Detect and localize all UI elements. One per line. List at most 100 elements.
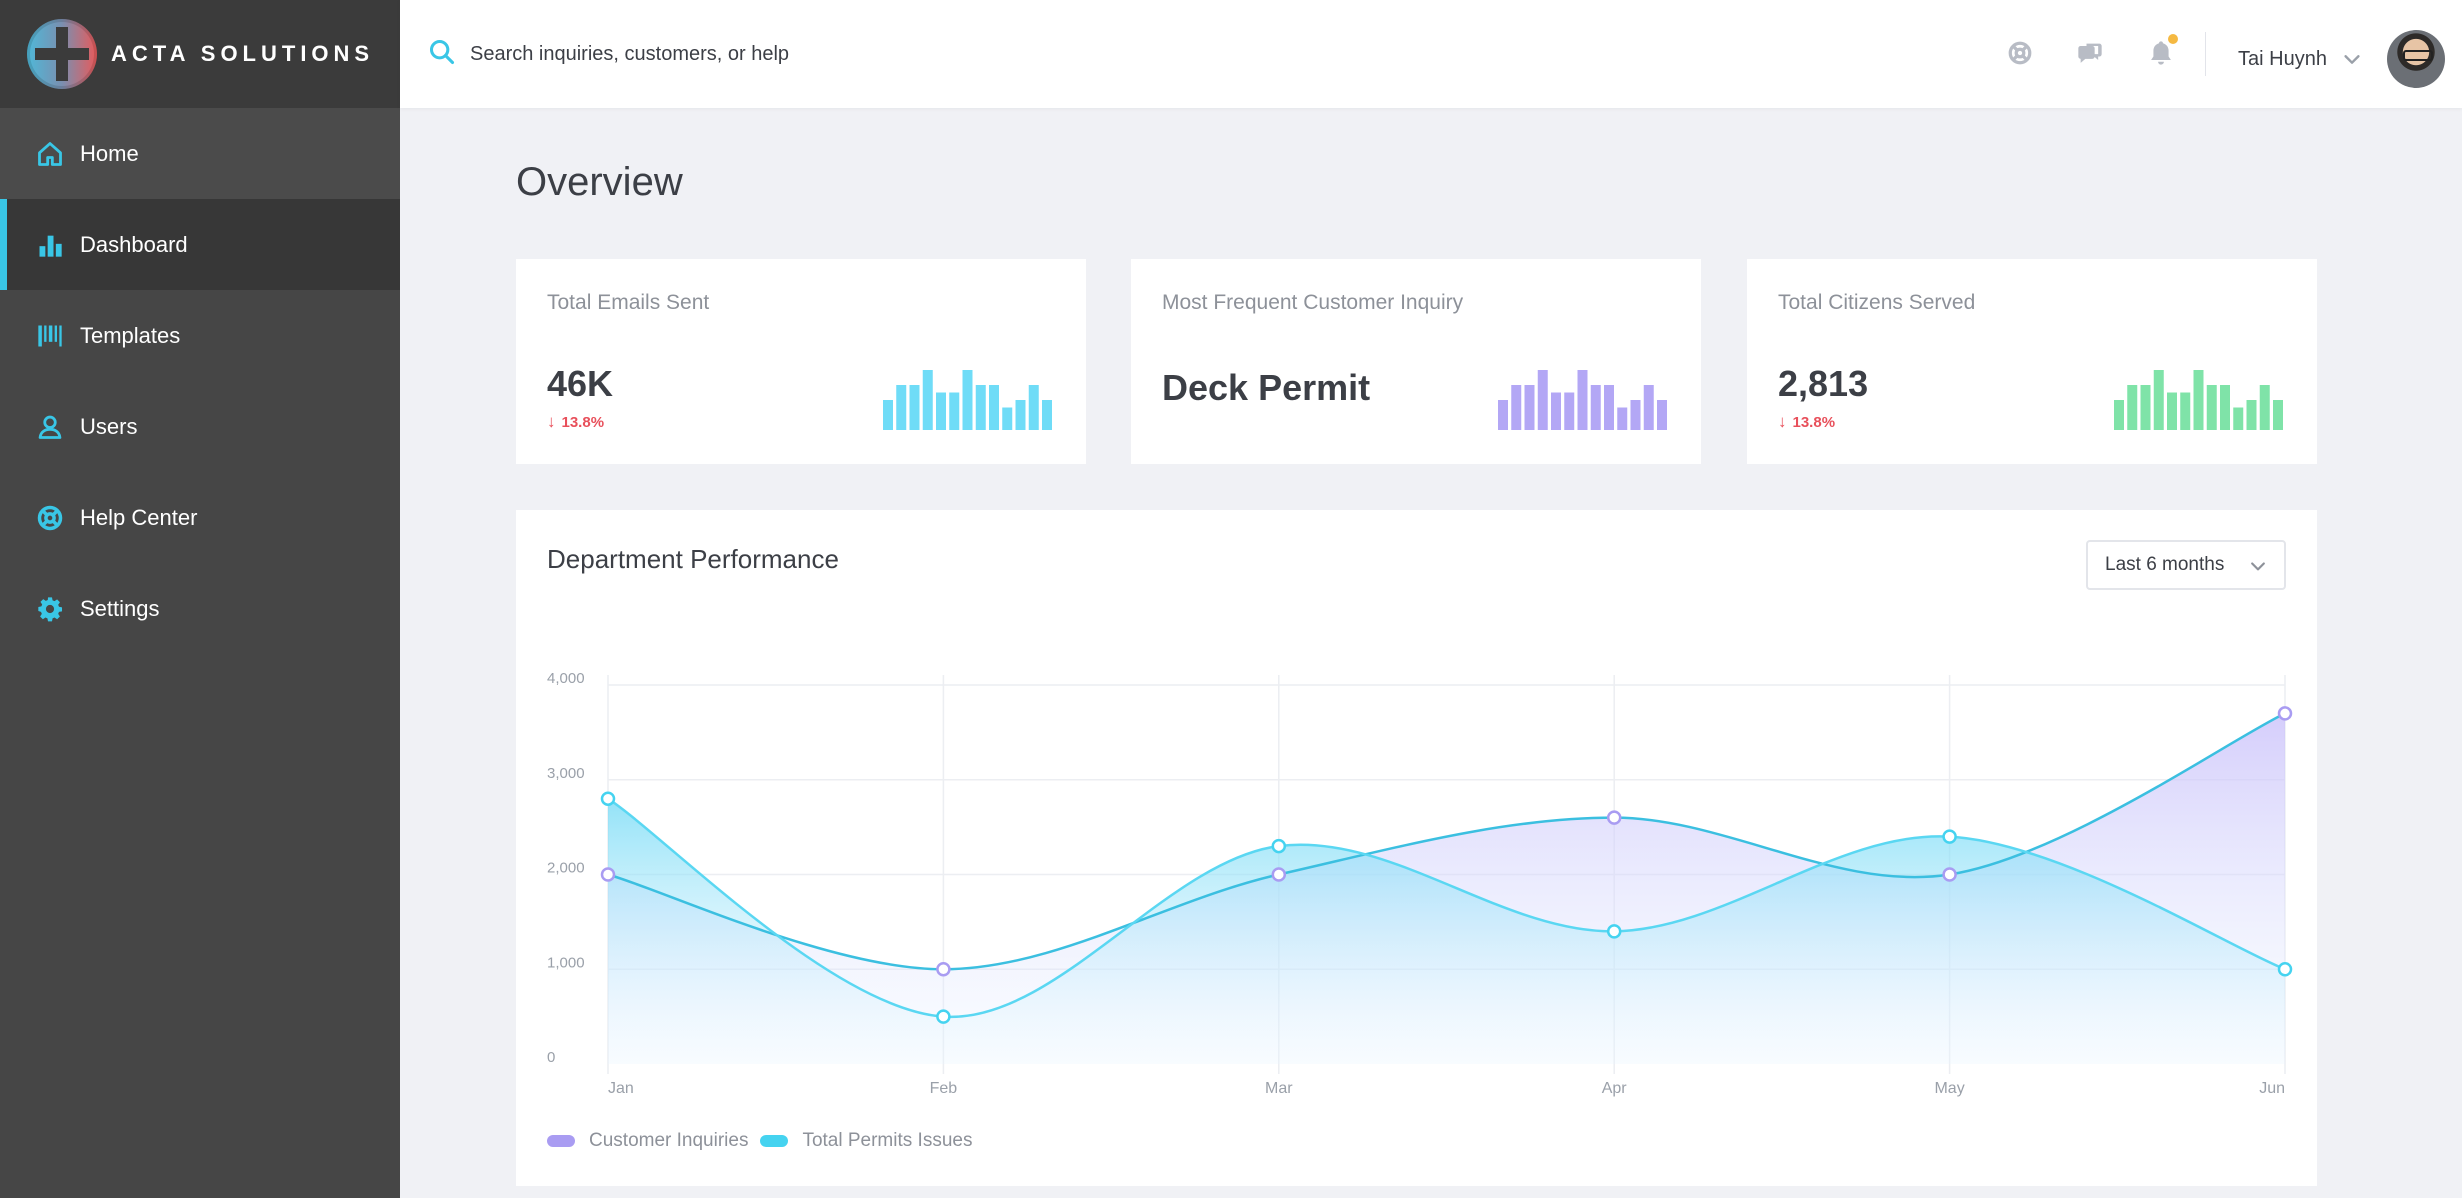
legend-item-customer-inquiries[interactable]: Customer Inquiries — [547, 1130, 748, 1152]
sparkline-bar — [1537, 370, 1548, 430]
sidebar-item-label: Dashboard — [80, 231, 188, 257]
avatar[interactable] — [2386, 30, 2445, 88]
brand-name: ACTA SOLUTIONS — [111, 41, 375, 66]
series-line-1 — [607, 712, 2286, 971]
data-point[interactable] — [1606, 924, 1622, 939]
sparkline-bar — [2246, 400, 2257, 430]
card-change: ↓ 13.8% — [1778, 412, 1835, 432]
sidebar-item-users[interactable]: Users — [0, 381, 400, 472]
legend-swatch — [760, 1135, 789, 1147]
sparkline-bar — [2114, 400, 2124, 430]
card-value: 46K — [547, 363, 614, 404]
data-point[interactable] — [1942, 829, 1957, 844]
sparkline-bar — [2167, 392, 2177, 430]
search-bar — [428, 38, 1170, 71]
sidebar-item-label: Templates — [80, 322, 181, 348]
data-point[interactable] — [1606, 810, 1622, 825]
sparkline-bar — [883, 400, 893, 430]
data-point[interactable] — [2277, 706, 2293, 721]
sparkline-bar — [1643, 385, 1654, 430]
y-tick-label: 3,000 — [547, 765, 585, 782]
data-point[interactable] — [1271, 867, 1287, 882]
data-point[interactable] — [1271, 838, 1287, 854]
sidebar-item-label: Users — [80, 413, 138, 439]
sparkline-bar — [2153, 370, 2164, 430]
sparkline-bar — [1498, 400, 1508, 430]
sidebar-item-settings[interactable]: Settings — [0, 563, 400, 654]
sparkline-chart — [2114, 370, 2283, 430]
sparkline-bar — [2220, 385, 2230, 430]
sparkline-bar — [2193, 370, 2204, 430]
sparkline-bar — [936, 392, 946, 430]
arrow-down-icon: ↓ — [1778, 412, 1787, 431]
date-range-select[interactable]: Last 6 months — [2086, 540, 2286, 590]
help-button[interactable] — [2005, 38, 2035, 68]
sparkline-bar — [1604, 385, 1614, 430]
sparkline-bar — [1657, 400, 1667, 430]
y-tick-label: 2,000 — [547, 860, 585, 877]
user-icon — [36, 413, 64, 441]
x-tick-label: Feb — [930, 1080, 958, 1097]
data-point[interactable] — [936, 962, 951, 977]
sparkline-bar — [1511, 385, 1522, 430]
user-name: Tai Huynh — [2238, 47, 2327, 70]
sidebar-item-label: Help Center — [80, 504, 198, 530]
chart-legend: Customer Inquiries Total Permits Issues — [547, 1130, 984, 1152]
card-label: Total Emails Sent — [547, 291, 710, 314]
x-tick-label: Jan — [608, 1080, 634, 1097]
logo-icon — [27, 19, 97, 89]
sparkline-bar — [1564, 392, 1575, 430]
data-point[interactable] — [1942, 867, 1957, 882]
panel-title: Department Performance — [547, 544, 839, 574]
sparkline-bar — [1617, 407, 1628, 430]
notification-dot — [2168, 34, 2178, 44]
sidebar-item-home[interactable]: Home — [0, 108, 400, 199]
data-point[interactable] — [600, 867, 616, 882]
sparkline-bar — [1015, 400, 1026, 430]
search-input[interactable] — [470, 43, 1170, 66]
gear-icon — [36, 595, 64, 623]
brand[interactable]: ACTA SOLUTIONS — [0, 0, 400, 108]
chat-button[interactable] — [2075, 38, 2105, 68]
user-menu[interactable]: Tai Huynh — [2238, 30, 2445, 88]
chat-icon — [2075, 38, 2105, 68]
sidebar-item-help-center[interactable]: Help Center — [0, 472, 400, 563]
notifications-button[interactable] — [2146, 34, 2178, 68]
sparkline-bar — [896, 385, 907, 430]
arrow-down-icon: ↓ — [547, 412, 556, 431]
sidebar-item-templates[interactable]: Templates — [0, 290, 400, 381]
search-icon[interactable] — [428, 38, 456, 71]
series-line-2 — [607, 797, 2286, 1018]
stat-card-inquiry: Most Frequent Customer Inquiry Deck Perm… — [1131, 259, 1701, 464]
lifebuoy-icon — [36, 504, 64, 532]
sparkline-bar — [1002, 407, 1013, 430]
sidebar-item-dashboard[interactable]: Dashboard — [0, 199, 400, 290]
sparkline-bar — [909, 385, 920, 430]
legend-label: Customer Inquiries — [589, 1130, 749, 1151]
page-title: Overview — [516, 160, 683, 204]
sparkline-bar — [1577, 370, 1588, 430]
sparkline-bar — [2180, 392, 2191, 430]
data-point[interactable] — [936, 1009, 951, 1024]
data-point[interactable] — [2277, 962, 2293, 977]
sparkline-bar — [2233, 407, 2244, 430]
sidebar: ACTA SOLUTIONS Home Dashboard Templates … — [0, 0, 400, 1198]
sparkline-bar — [2206, 385, 2217, 430]
series-area-2 — [608, 798, 2285, 1064]
performance-chart: 0 1,000 2,000 3,000 4,000 Jan Feb Mar Apr May Jun — [547, 670, 2293, 1097]
sparkline-bar — [1590, 385, 1601, 430]
bell-icon — [2146, 34, 2178, 68]
sidebar-item-label: Settings — [80, 595, 160, 621]
legend-item-total-permits[interactable]: Total Permits Issues — [760, 1130, 972, 1152]
sparkline-bar — [949, 392, 960, 430]
card-change-value: 13.8% — [1792, 413, 1836, 431]
sparkline-bar — [1524, 385, 1535, 430]
x-tick-label: Apr — [1602, 1080, 1628, 1097]
data-point[interactable] — [600, 791, 616, 806]
topbar-divider — [2205, 32, 2206, 76]
card-change-value: 13.8% — [561, 413, 605, 431]
stat-card-citizens: Total Citizens Served 2,813 ↓ 13.8% — [1747, 259, 2317, 464]
card-change: ↓ 13.8% — [547, 412, 604, 432]
sidebar-item-label: Home — [80, 140, 139, 166]
sparkline-bar — [962, 370, 973, 430]
